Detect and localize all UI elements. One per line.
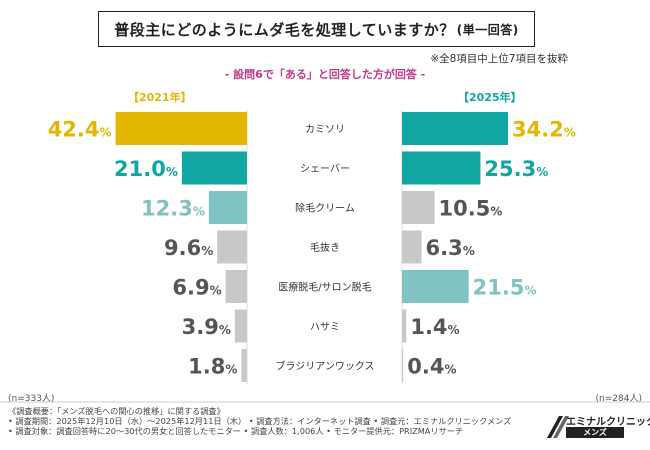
title-text: 普段主にどのようにムダ毛を処理していますか？ — [114, 20, 455, 39]
value-label-2025: 0.4% — [407, 355, 456, 379]
category-label: ハサミ — [310, 321, 340, 333]
survey-footer: 《調査概要：「メンズ脱毛への関心の推移」に関する調査》 • 調査期間：2025年… — [8, 406, 538, 437]
value-label-2021: 12.3% — [141, 197, 205, 221]
bar-2021 — [241, 349, 247, 382]
title-suffix: (単一回答) — [456, 22, 519, 37]
value-label-2021: 1.8% — [188, 355, 237, 379]
bar-2025 — [402, 270, 469, 303]
value-label-2021: 9.6% — [164, 236, 213, 260]
logo-name: エミナルクリニック — [566, 417, 650, 428]
value-label-2025: 1.4% — [410, 315, 459, 339]
value-label-2021: 42.4% — [48, 118, 112, 142]
bar-2021 — [115, 112, 247, 145]
bar-2021 — [181, 151, 247, 185]
extract-note: ※全8項目中上位7項目を抜粋 — [430, 53, 568, 65]
category-label: ブラジリアンワックス — [275, 360, 374, 373]
bar-2021 — [234, 309, 247, 343]
sample-size-2025: (n=284人) — [595, 394, 642, 404]
bar-2025 — [402, 112, 509, 145]
footer-line: • 調査対象：調査回答時に20〜30代の男女と回答したモニター • 調査人数：1… — [8, 426, 464, 437]
bar-2025 — [402, 349, 404, 382]
value-label-2021: 3.9% — [182, 315, 231, 339]
footer-line: 《調査概要：「メンズ脱毛への関心の推移」に関する調査》 — [8, 406, 225, 416]
category-label: カミソリ — [305, 124, 345, 136]
subtitle: - 設問6で「ある」と回答した方が回答 - — [224, 68, 426, 81]
sample-size-2021: (n=333人) — [8, 394, 55, 404]
category-label: シェーバー — [300, 163, 350, 175]
value-label-2025: 34.2% — [512, 118, 576, 142]
value-label-2025: 25.3% — [484, 157, 548, 181]
bar-2021 — [217, 230, 247, 264]
logo-sub: メンズ — [566, 427, 624, 438]
bar-2021 — [208, 191, 247, 224]
footer-line: • 調査期間：2025年12月10日（水）〜2025年12月11日（木） • 調… — [8, 416, 512, 427]
category-label: 除毛クリーム — [295, 202, 355, 215]
clinic-logo-icon — [547, 416, 569, 438]
bar-2025 — [402, 191, 435, 224]
bar-2025 — [402, 309, 407, 343]
page-title: 普段主にどのようにムダ毛を処理していますか？ (単一回答) — [98, 11, 535, 47]
value-label-2025: 6.3% — [426, 236, 475, 260]
year-label-2025: 【2025年】 — [458, 91, 522, 104]
bar-2025 — [402, 230, 422, 264]
value-label-2021: 6.9% — [172, 276, 221, 300]
bar-2021 — [225, 270, 247, 303]
value-label-2025: 21.5% — [473, 276, 537, 300]
bar-2025 — [402, 151, 481, 185]
category-label: 毛抜き — [310, 241, 340, 254]
value-label-2021: 21.0% — [114, 157, 178, 181]
value-label-2025: 10.5% — [439, 197, 503, 221]
year-label-2021: 【2021年】 — [128, 91, 192, 104]
category-label: 医療脱毛/サロン脱毛 — [278, 281, 371, 294]
